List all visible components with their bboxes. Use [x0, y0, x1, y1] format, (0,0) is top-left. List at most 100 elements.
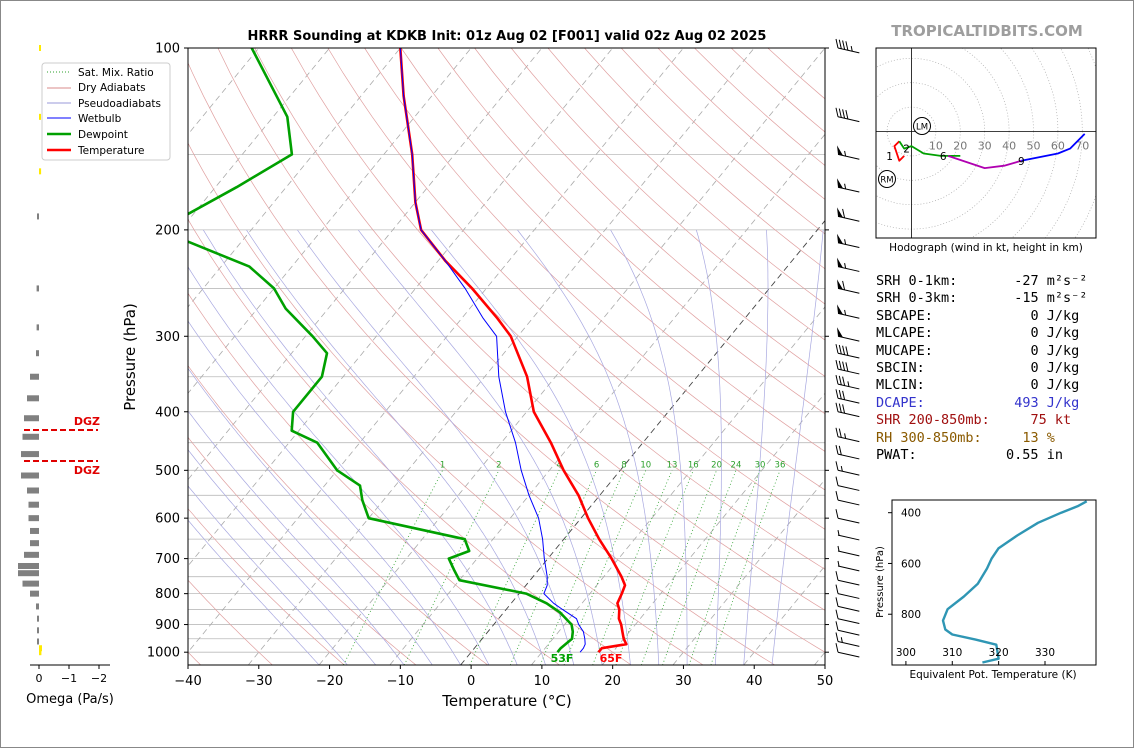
omega-bar [39, 168, 42, 175]
stat-value: 0 [1030, 359, 1039, 376]
pseudoadiabat-line [188, 367, 433, 665]
wind-barb-flag [837, 145, 843, 156]
skewt-y-tick-label: 200 [155, 223, 180, 238]
stat-value: 0 [1030, 325, 1039, 342]
mixing-ratio-line [469, 470, 560, 665]
wind-barb-flag [837, 207, 843, 218]
wind-barb-half [844, 263, 847, 269]
hodograph-ring-label: 70 [1075, 140, 1089, 153]
chart-title: HRRR Sounding at KDKB Init: 01z Aug 02 [… [248, 29, 767, 44]
theta-e-x-tick-label: 330 [1035, 647, 1055, 659]
theta-e-frame [891, 499, 1097, 666]
omega-bar [37, 627, 39, 634]
wind-barb-full [838, 389, 842, 400]
dry-adiabat-line [364, 48, 825, 491]
isotherm-line [601, 392, 825, 665]
mixing-ratio-label: 6 [594, 460, 599, 470]
wind-barb [835, 490, 860, 506]
stat-unit: J/kg [1046, 377, 1080, 394]
wind-barb-shaft [837, 153, 860, 160]
wind-barb-flag [837, 178, 843, 189]
wind-barb [837, 304, 860, 319]
skewt-traces [188, 48, 628, 654]
omega-bar [30, 527, 39, 534]
hodograph-trace [893, 133, 1086, 170]
omega-bar [22, 433, 39, 440]
omega-bar [39, 45, 41, 51]
wind-barb-shaft [837, 485, 860, 491]
mixing-ratio-label: 13 [667, 460, 678, 470]
wind-barb [835, 461, 860, 476]
stat-label: SHR 200-850mb: [876, 412, 990, 429]
wind-barb-flag [837, 233, 843, 244]
skewt-y-tick-label: 500 [155, 464, 180, 479]
dgz-label-bottom: DGZ [74, 464, 100, 477]
wind-barb [835, 444, 860, 460]
wind-barb-full [835, 643, 839, 653]
omega-bar [30, 590, 39, 597]
isotherm-line [247, 48, 755, 665]
omega-bar [18, 562, 39, 569]
stat-unit: m²s⁻² [1046, 273, 1088, 289]
wind-barb-full [835, 621, 839, 631]
wind-barb [835, 344, 860, 359]
omega-bar [22, 580, 39, 587]
stat-unit: % [1046, 429, 1055, 446]
wind-barb-shaft [837, 605, 860, 612]
isotherm-line [531, 306, 825, 665]
theta-e-line [941, 500, 1088, 664]
theta-e-x-tick-label: 310 [942, 647, 962, 659]
omega-bar [39, 645, 42, 652]
pseudoadiabat-line [188, 519, 320, 665]
theta-e-y-tick-label: 800 [901, 609, 921, 621]
wind-barb-shaft [837, 383, 860, 390]
omega-bar [39, 649, 42, 656]
wind-barb-full [838, 360, 842, 370]
legend-box [41, 62, 171, 161]
rm-circle [878, 170, 896, 188]
lm-marker: LM [913, 117, 931, 135]
dry-adiabat-line [188, 62, 775, 665]
wind-barb [835, 584, 860, 599]
wind-barb [835, 597, 860, 612]
wind-barb-shaft [837, 47, 860, 54]
wind-barb-shaft [837, 517, 860, 524]
stat-value: 13 [1022, 429, 1039, 446]
lm-circle [913, 117, 931, 135]
hodograph-height-labels: 12 6 9 [886, 144, 1024, 168]
omega-bar [21, 472, 39, 479]
omega-x-tick-label: −1 [61, 672, 77, 685]
wind-barb-half [844, 309, 847, 316]
skewt-x-tick-label: −30 [245, 674, 272, 689]
omega-bar [36, 603, 39, 610]
stat-label: MLCAPE: [876, 325, 933, 342]
omega-ticks: 0 −1 −2 [36, 665, 107, 685]
wind-barb-shaft [837, 352, 860, 359]
wind-barb [837, 178, 860, 193]
skewt-y-tick-label: 800 [155, 587, 180, 602]
omega-x-tick-label: −2 [91, 672, 107, 685]
wind-barb [837, 545, 860, 557]
wind-barb-full [835, 597, 839, 607]
mixing-ratio-label: 10 [640, 460, 651, 470]
mixing-ratio-label: 24 [731, 460, 742, 470]
stat-label: SBCAPE: [876, 307, 933, 324]
wind-barb [837, 327, 860, 342]
wind-barb-full [835, 374, 839, 385]
skewt-x-tick-label: 40 [746, 674, 763, 689]
omega-bar [28, 515, 39, 522]
wind-barb-shaft [837, 453, 860, 460]
wind-barb-shaft [837, 266, 860, 272]
hodograph-height-label: 1 [886, 151, 893, 163]
legend-label: Temperature [77, 145, 145, 157]
mixing-ratio-label: 4 [557, 460, 562, 470]
skewt-x-tick-label: 20 [604, 674, 621, 689]
mixing-ratio-line [403, 470, 500, 665]
wind-barb-shaft [837, 499, 860, 506]
stat-row: MLCAPE: 0 J/kg [876, 325, 1087, 342]
stat-value: 0 [1030, 377, 1039, 394]
wind-barb-shaft [837, 368, 860, 375]
mixing-ratio-line [641, 470, 717, 665]
wind-barb [835, 621, 860, 636]
